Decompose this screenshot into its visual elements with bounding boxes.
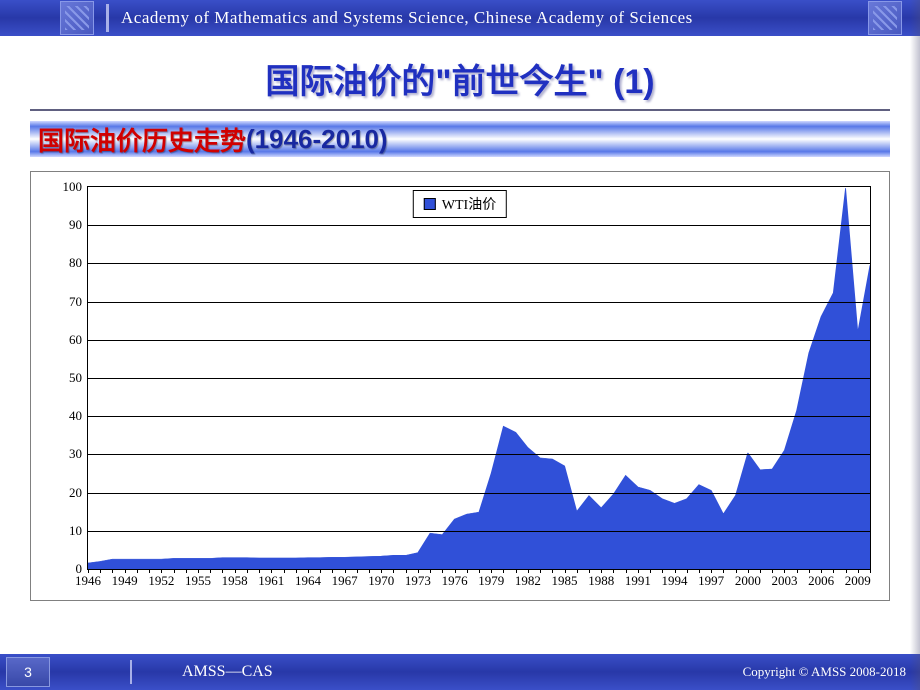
gridline xyxy=(88,493,870,494)
x-axis-label: 1961 xyxy=(258,569,284,589)
y-axis-label: 90 xyxy=(69,217,88,233)
chart-container: 0102030405060708090100194619491952195519… xyxy=(30,171,890,601)
x-axis-label: 1952 xyxy=(148,569,174,589)
x-axis-label: 2003 xyxy=(771,569,797,589)
x-axis-label: 1979 xyxy=(478,569,504,589)
y-axis-label: 50 xyxy=(69,370,88,386)
gridline xyxy=(88,225,870,226)
x-axis-label: 1958 xyxy=(222,569,248,589)
x-axis-label: 1964 xyxy=(295,569,321,589)
x-axis-label: 1985 xyxy=(552,569,578,589)
y-axis-label: 30 xyxy=(69,446,88,462)
page-number: 3 xyxy=(6,657,50,687)
title-suffix: (1) xyxy=(613,63,655,101)
y-axis-label: 80 xyxy=(69,255,88,271)
amss-logo-right-icon xyxy=(868,1,902,35)
y-axis-label: 70 xyxy=(69,294,88,310)
gridline xyxy=(88,340,870,341)
x-axis-label: 1946 xyxy=(75,569,101,589)
subtitle-range: (1946-2010) xyxy=(246,124,388,155)
header-bar: Academy of Mathematics and Systems Scien… xyxy=(0,0,920,36)
amss-logo-icon xyxy=(60,1,94,35)
footer-bar: 3 AMSS—CAS Copyright © AMSS 2008-2018 xyxy=(0,654,920,690)
page-title: 国际油价的"前世今生" (1) xyxy=(0,54,920,103)
x-axis-label: 2009 xyxy=(845,569,871,589)
header-divider xyxy=(106,4,109,32)
shadow-edge xyxy=(910,0,920,690)
x-axis-label: 1970 xyxy=(368,569,394,589)
x-axis-label: 2006 xyxy=(808,569,834,589)
gridline xyxy=(88,416,870,417)
x-axis-label: 1991 xyxy=(625,569,651,589)
subtitle-prefix: 国际油价历史走势 xyxy=(38,121,246,158)
footer-org: AMSS—CAS xyxy=(182,663,273,681)
x-axis-label: 1976 xyxy=(442,569,468,589)
y-axis-label: 10 xyxy=(69,523,88,539)
subtitle-bar: 国际油价历史走势 (1946-2010) xyxy=(30,121,890,157)
x-axis-label: 1994 xyxy=(662,569,688,589)
x-axis-label: 1973 xyxy=(405,569,431,589)
header-institution: Academy of Mathematics and Systems Scien… xyxy=(121,8,693,28)
gridline xyxy=(88,531,870,532)
title-main: 国际油价的"前世今生" xyxy=(265,63,603,101)
x-axis-label: 2000 xyxy=(735,569,761,589)
footer-copyright: Copyright © AMSS 2008-2018 xyxy=(743,664,906,680)
plot-area: 0102030405060708090100194619491952195519… xyxy=(87,186,871,570)
title-divider xyxy=(30,109,890,111)
x-axis-label: 1997 xyxy=(698,569,724,589)
x-axis-label: 1955 xyxy=(185,569,211,589)
x-axis-label: 1949 xyxy=(112,569,138,589)
x-axis-label: 1982 xyxy=(515,569,541,589)
gridline xyxy=(88,454,870,455)
legend-swatch xyxy=(424,198,436,210)
legend-label: WTI油价 xyxy=(442,194,496,214)
gridline xyxy=(88,302,870,303)
legend: WTI油价 xyxy=(413,190,507,218)
footer-divider xyxy=(130,660,132,684)
y-axis-label: 40 xyxy=(69,408,88,424)
y-axis-label: 60 xyxy=(69,332,88,348)
gridline xyxy=(88,263,870,264)
x-axis-label: 1988 xyxy=(588,569,614,589)
x-axis-label: 1967 xyxy=(332,569,358,589)
y-axis-label: 100 xyxy=(63,179,89,195)
gridline xyxy=(88,378,870,379)
y-axis-label: 20 xyxy=(69,485,88,501)
